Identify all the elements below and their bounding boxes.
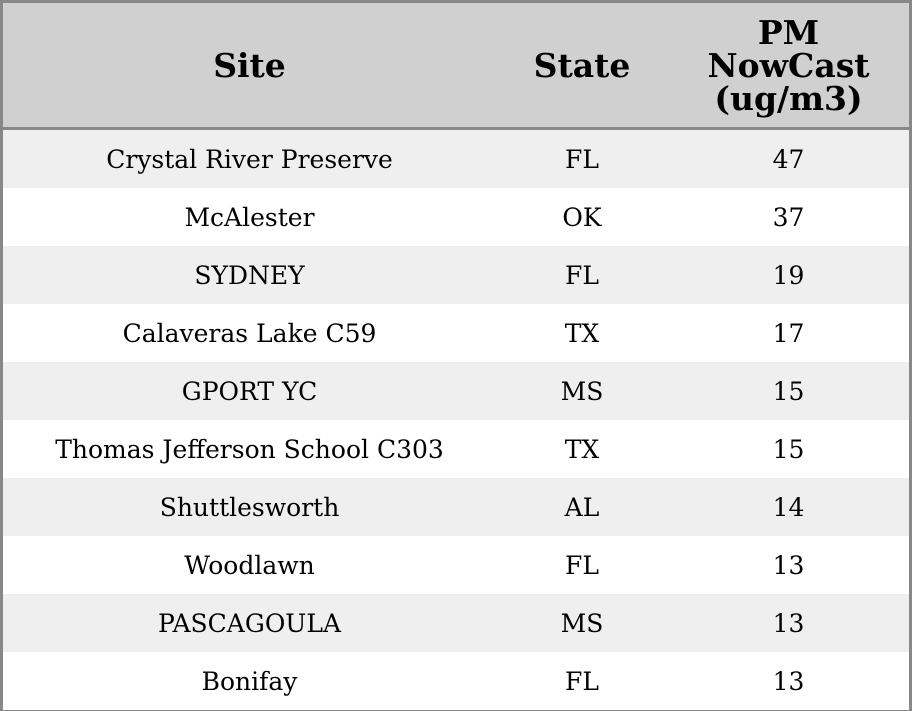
table-row: SYDNEY FL 19 <box>3 246 909 304</box>
table-row: PASCAGOULA MS 13 <box>3 594 909 652</box>
cell-state: FL <box>496 128 668 188</box>
cell-site: Thomas Jefferson School C303 <box>3 420 496 478</box>
cell-pm-nowcast: 37 <box>668 188 909 246</box>
table-row: Shuttlesworth AL 14 <box>3 478 909 536</box>
cell-site: Bonifay <box>3 652 496 710</box>
cell-pm-nowcast: 13 <box>668 652 909 710</box>
table-row: GPORT YC MS 15 <box>3 362 909 420</box>
cell-state: FL <box>496 536 668 594</box>
data-table: Site State PM NowCast (ug/m3) Crystal Ri… <box>3 3 909 710</box>
cell-pm-nowcast: 13 <box>668 536 909 594</box>
column-header-pm-nowcast-line: NowCast <box>707 45 870 85</box>
cell-site: Crystal River Preserve <box>3 128 496 188</box>
cell-pm-nowcast: 17 <box>668 304 909 362</box>
cell-state: MS <box>496 594 668 652</box>
table-row: Calaveras Lake C59 TX 17 <box>3 304 909 362</box>
cell-site: Shuttlesworth <box>3 478 496 536</box>
column-header-pm-nowcast: PM NowCast (ug/m3) <box>668 3 909 130</box>
cell-pm-nowcast: 15 <box>668 362 909 420</box>
cell-site: McAlester <box>3 188 496 246</box>
cell-site: SYDNEY <box>3 246 496 304</box>
column-header-state: State <box>496 3 668 130</box>
cell-pm-nowcast: 15 <box>668 420 909 478</box>
table-row: Crystal River Preserve FL 47 <box>3 128 909 188</box>
cell-pm-nowcast: 13 <box>668 594 909 652</box>
cell-state: OK <box>496 188 668 246</box>
cell-state: FL <box>496 652 668 710</box>
cell-pm-nowcast: 14 <box>668 478 909 536</box>
column-header-pm-nowcast-line: PM <box>757 12 820 52</box>
table-row: Bonifay FL 13 <box>3 652 909 710</box>
cell-pm-nowcast: 19 <box>668 246 909 304</box>
header-row: Site State PM NowCast (ug/m3) <box>3 3 909 130</box>
table-row: McAlester OK 37 <box>3 188 909 246</box>
cell-state: AL <box>496 478 668 536</box>
table-row: Woodlawn FL 13 <box>3 536 909 594</box>
cell-state: MS <box>496 362 668 420</box>
cell-state: TX <box>496 304 668 362</box>
cell-state: TX <box>496 420 668 478</box>
cell-state: FL <box>496 246 668 304</box>
cell-site: GPORT YC <box>3 362 496 420</box>
cell-site: Woodlawn <box>3 536 496 594</box>
cell-site: PASCAGOULA <box>3 594 496 652</box>
cell-pm-nowcast: 47 <box>668 128 909 188</box>
column-header-pm-nowcast-line: (ug/m3) <box>714 78 863 118</box>
cell-site: Calaveras Lake C59 <box>3 304 496 362</box>
table-header: Site State PM NowCast (ug/m3) <box>3 3 909 130</box>
column-header-site: Site <box>3 3 496 130</box>
table-row: Thomas Jefferson School C303 TX 15 <box>3 420 909 478</box>
table-body: Crystal River Preserve FL 47 McAlester O… <box>3 128 909 710</box>
